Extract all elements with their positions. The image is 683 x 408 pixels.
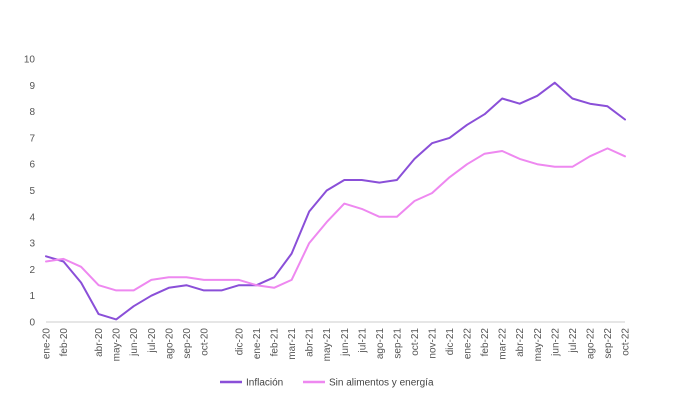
x-tick-label: dic-20 (235, 328, 246, 356)
x-tick-label: feb-22 (480, 328, 491, 357)
x-tick-label: ene-20 (42, 328, 53, 360)
x-tick-label: may-21 (322, 328, 333, 362)
y-tick-label: 0 (29, 318, 35, 329)
x-tick-label: feb-21 (270, 328, 281, 357)
x-tick-label: oct-20 (199, 328, 210, 356)
x-tick-label: ene-22 (463, 328, 474, 360)
x-tick-label: mar-22 (498, 328, 509, 360)
y-tick-label: 3 (29, 239, 35, 250)
series-line-2 (45, 147, 626, 292)
y-tick-label: 5 (29, 186, 35, 197)
x-tick-label: ago-21 (375, 328, 386, 360)
x-tick-label: abr-22 (515, 328, 526, 357)
x-tick-label: oct-21 (410, 328, 421, 356)
legend: Inflación Sin alimentos y energía (220, 378, 434, 389)
x-tick-label: abr-21 (305, 328, 316, 357)
y-tick-label: 1 (29, 291, 35, 302)
x-tick-label: jul-20 (147, 328, 158, 354)
y-tick-label: 8 (29, 107, 35, 118)
x-tick-label: sep-21 (392, 328, 403, 359)
x-tick-label: jun-21 (340, 328, 351, 357)
x-tick-label: jul-22 (568, 328, 579, 354)
x-tick-label: jul-21 (357, 328, 368, 354)
x-tick-label: abr-20 (94, 328, 105, 357)
x-tick-label: jun-22 (550, 328, 561, 357)
x-axis: ene-20 feb-20 abr-20 may-20 jun-20 jul-20 ago-… (42, 321, 632, 362)
series-line-1 (45, 81, 626, 321)
y-tick-label: 9 (29, 81, 35, 92)
x-tick-label: ago-22 (585, 328, 596, 360)
x-tick-label: sep-20 (182, 328, 193, 359)
x-tick-label: ene-21 (252, 328, 263, 360)
y-axis: 0 1 2 3 4 5 6 7 8 9 10 (24, 55, 36, 329)
y-tick-label: 4 (29, 212, 35, 223)
y-tick-label: 7 (29, 133, 35, 144)
x-tick-label: ago-20 (164, 328, 175, 360)
x-tick-label: oct-22 (621, 328, 632, 356)
x-tick-label: nov-21 (428, 328, 439, 359)
y-tick-label: 6 (29, 160, 35, 171)
x-tick-label: feb-20 (59, 328, 70, 357)
legend-label-1: Inflación (246, 378, 283, 389)
x-tick-label: dic-21 (445, 328, 456, 356)
x-tick-label: may-22 (533, 328, 544, 362)
x-tick-label: jun-20 (129, 328, 140, 357)
x-tick-label: sep-22 (603, 328, 614, 359)
y-tick-label: 10 (24, 55, 36, 66)
x-tick-label: mar-21 (287, 328, 298, 360)
legend-label-2: Sin alimentos y energía (329, 378, 434, 389)
x-tick-label: may-20 (112, 328, 123, 362)
series-layer (45, 81, 626, 321)
y-tick-label: 2 (29, 265, 35, 276)
